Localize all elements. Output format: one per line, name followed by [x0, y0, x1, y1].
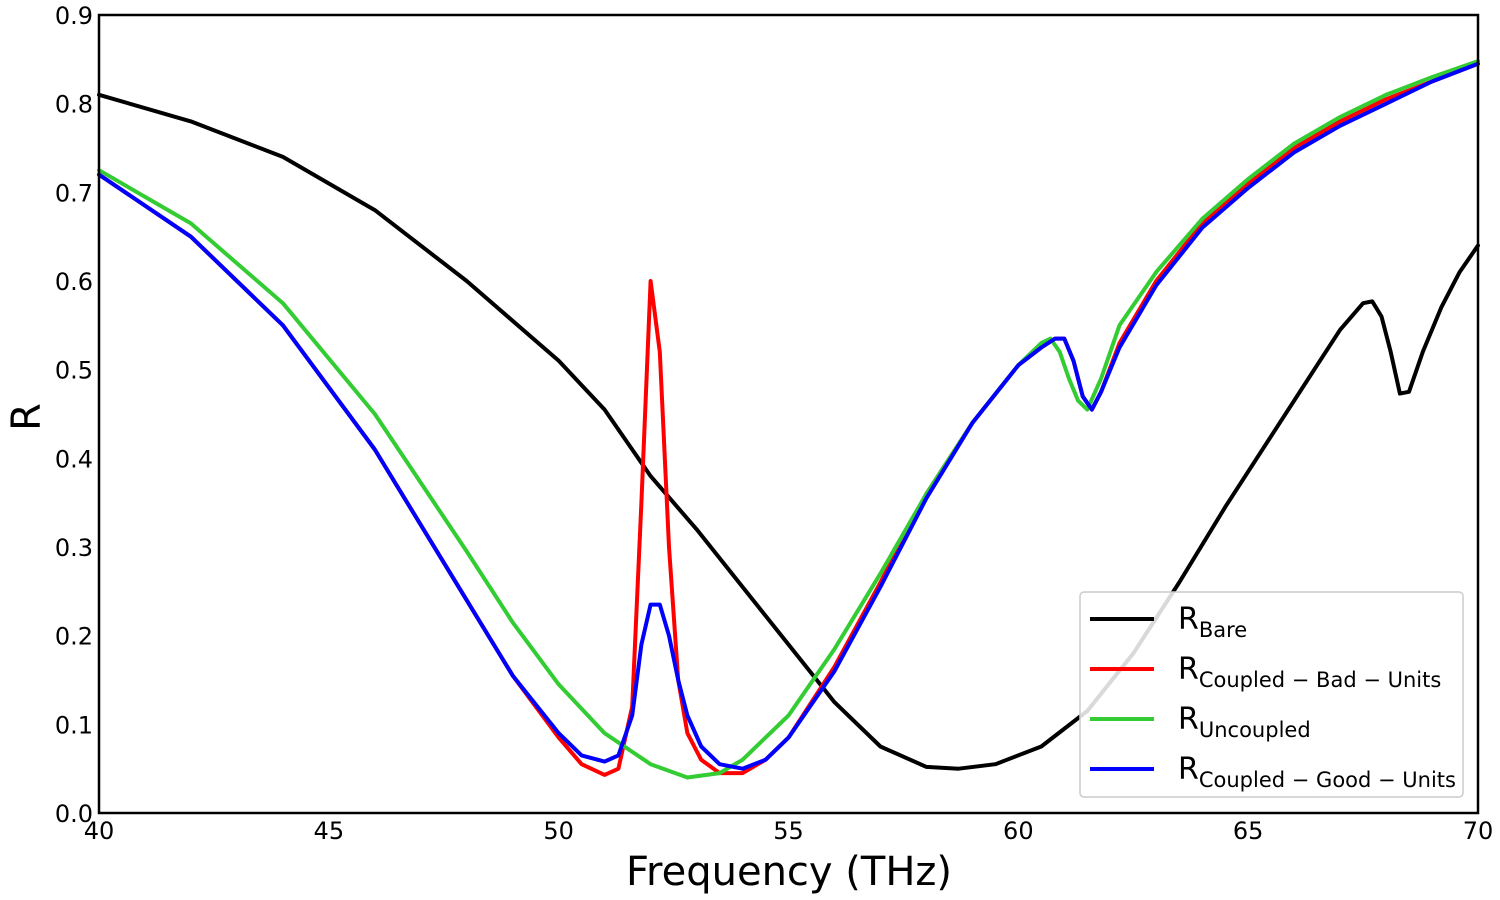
series-line-4 [97, 61, 1480, 771]
y-tick-label: 0.2 [55, 623, 93, 651]
y-tick-label: 0.9 [55, 2, 93, 30]
x-axis: 40 45 50 55 60 65 70 [84, 817, 1494, 845]
plot-frame [97, 13, 1480, 815]
y-tick-label: 0.5 [55, 357, 93, 385]
y-tick-label: 0.6 [55, 268, 93, 296]
y-axis-title: R [4, 403, 50, 431]
legend-box [1079, 591, 1464, 798]
x-tick-label: 40 [84, 817, 115, 845]
x-tick-label: 50 [543, 817, 574, 845]
y-tick-label: 0.3 [55, 534, 93, 562]
legend-label: RBare [1178, 602, 1247, 642]
x-axis-title: Frequency (THz) [626, 849, 952, 895]
x-tick-label: 45 [314, 817, 345, 845]
x-tick-label: 65 [1233, 817, 1264, 845]
y-tick-label: 0.8 [55, 91, 93, 119]
y-tick-label: 0.4 [55, 445, 93, 473]
y-tick-label: 0.7 [55, 179, 93, 207]
y-tick-label: 0.0 [55, 800, 93, 828]
y-axis: 0.0 0.1 0.2 0.3 0.4 0.5 0.6 0.7 0.8 0.9 [55, 2, 93, 828]
series-line-1 [97, 92, 1480, 771]
x-tick-label: 70 [1463, 817, 1494, 845]
x-tick-label: 55 [773, 817, 804, 845]
y-tick-label: 0.1 [55, 711, 93, 739]
series-lines [97, 59, 1480, 780]
x-tick-label: 60 [1003, 817, 1034, 845]
